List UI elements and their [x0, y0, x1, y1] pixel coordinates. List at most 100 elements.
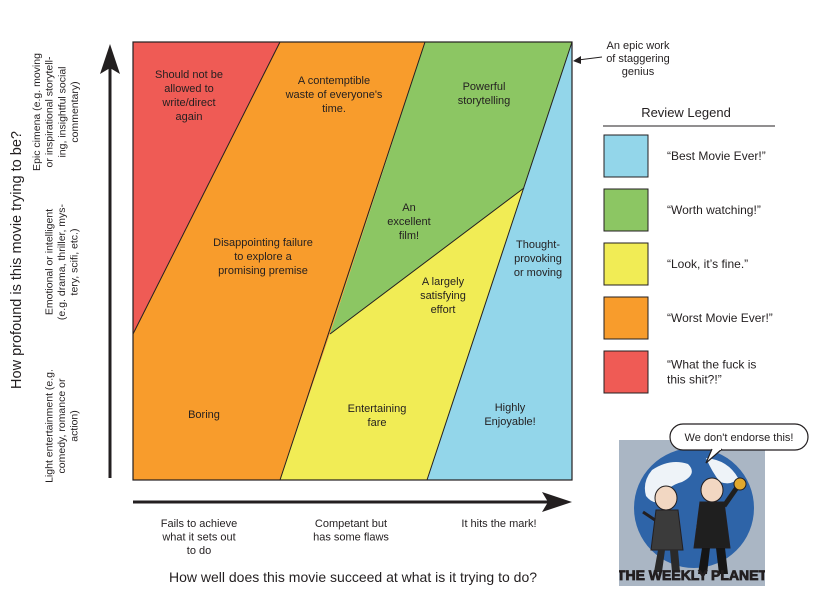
text-line: An epic work: [607, 40, 670, 52]
logo-name: THE WEEKLY PLANET: [617, 567, 768, 583]
region-orange: [133, 42, 425, 480]
text-line: allowed to: [164, 83, 214, 95]
y-axis: [100, 44, 120, 478]
region-label-yellow-low: Entertaining fare: [348, 403, 407, 429]
legend-label-line: “Worst Movie Ever!”: [667, 311, 773, 325]
text-line: has some flaws: [313, 532, 389, 544]
region-label-blue-mid: Thought-provoking or moving: [514, 239, 562, 279]
x-axis-title: How well does this movie succeed at what…: [169, 569, 537, 585]
region-label-green-top: Powerful storytelling: [458, 81, 511, 107]
text-line: Competant but: [315, 518, 387, 530]
text-line: Thought-: [516, 239, 560, 251]
text-line: effort: [431, 304, 456, 316]
corner-note-arrow: [577, 56, 603, 61]
text-line: Should not be: [155, 69, 223, 81]
text-line: ing, insightful social: [56, 66, 68, 157]
legend: Review Legend “Best Movie Ever!” “Worth w…: [603, 105, 775, 394]
text-line: action): [69, 410, 81, 442]
x-level-competent: Competant but has some flaws: [313, 518, 389, 544]
legend-label: “Worst Movie Ever!”: [667, 311, 773, 325]
text-line: provoking: [514, 253, 562, 265]
text-line: tery, scifi, etc.): [69, 229, 81, 296]
y-level-emotional: Emotional or intelligent(e.g. drama, thr…: [44, 203, 81, 320]
legend-swatch: [603, 242, 649, 286]
legend-swatch: [603, 188, 649, 232]
text-line: to do: [187, 545, 211, 557]
corner-note-arrowhead: [573, 56, 581, 64]
legend-label-line: “Best Movie Ever!”: [667, 149, 766, 163]
y-axis-title: How profound is this movie trying to be?: [9, 131, 25, 389]
speech-bubble: We don't endorse this!: [669, 423, 809, 464]
text-line: Highly: [495, 402, 526, 414]
text-line: Epic cimena (e.g. moving: [31, 53, 43, 171]
text-line: fare: [368, 417, 387, 429]
gauntlet-icon: [733, 477, 747, 491]
text-line: An: [402, 202, 415, 214]
text-line: It hits the mark!: [461, 518, 536, 530]
y-level-epic: Epic cimena (e.g. movingor inspirational…: [31, 53, 81, 171]
text-line: Boring: [188, 409, 220, 421]
text-line: storytelling: [458, 95, 511, 107]
legend-label: “What the fuck is this shit?!”: [667, 358, 756, 387]
text-line: or inspirational storytell-: [44, 56, 56, 167]
text-line: write/direct: [161, 97, 215, 109]
x-level-fails: Fails to achieve what it sets out to do: [161, 518, 237, 557]
legend-label-line: this shit?!”: [667, 373, 722, 387]
legend-swatch: [603, 296, 649, 340]
x-axis-arrowhead: [542, 492, 572, 512]
region-label-orange-mid: Disappointing failure to explore a promisi…: [213, 237, 313, 277]
text-line: commentary): [69, 81, 81, 142]
region-label-blue-low: Highly Enjoyable!: [484, 402, 535, 428]
text-line: of staggering: [606, 53, 670, 65]
character-left-icon: [642, 485, 684, 572]
legend-label-line: “Worth watching!”: [667, 203, 761, 217]
legend-title: Review Legend: [641, 105, 731, 120]
text-line: to explore a: [234, 251, 292, 263]
text-line: satisfying: [420, 290, 466, 302]
legend-label: “Look, it’s fine.”: [667, 257, 748, 271]
weekly-planet-logo: THE WEEKLY PLANET We don't endorse this!: [617, 423, 809, 586]
text-line: Enjoyable!: [484, 416, 535, 428]
text-line: Powerful: [463, 81, 506, 93]
text-line: what it sets out: [161, 532, 235, 544]
corner-note-text: An epic work of staggering genius: [606, 40, 670, 78]
text-line: comedy, romance or: [56, 378, 68, 473]
speech-bubble-text: We don't endorse this!: [685, 432, 794, 444]
region-green: [330, 42, 572, 334]
text-line: promising premise: [218, 265, 308, 277]
region-blue: [427, 42, 572, 480]
legend-swatch: [603, 350, 649, 394]
text-line: film!: [399, 230, 419, 242]
x-axis: [133, 492, 572, 512]
corner-note: An epic work of staggering genius: [573, 40, 670, 78]
y-axis-arrowhead: [100, 44, 120, 74]
legend-swatch: [603, 134, 649, 178]
text-line: or moving: [514, 267, 562, 279]
text-line: again: [176, 111, 203, 123]
text-line: waste of everyone's: [285, 89, 383, 101]
region-label-orange-low: Boring: [188, 409, 220, 421]
legend-label-line: “What the fuck is: [667, 358, 756, 372]
legend-label: “Worth watching!”: [667, 203, 761, 217]
text-line: genius: [622, 66, 655, 78]
character-right-icon: [693, 477, 747, 574]
region-label-red: Should not be allowed to write/direct again: [155, 69, 223, 123]
region-label-orange-top: A contemptible waste of everyone's time.: [285, 75, 383, 115]
text-line: A largely: [422, 276, 465, 288]
region-borders: [132, 41, 573, 481]
text-line: A contemptible: [298, 75, 370, 87]
legend-label: “Best Movie Ever!”: [667, 149, 766, 163]
text-line: excellent: [387, 216, 430, 228]
text-line: Emotional or intelligent: [44, 209, 56, 315]
text-line: Disappointing failure: [213, 237, 313, 249]
x-level-hits: It hits the mark!: [461, 518, 536, 530]
text-line: Light entertainment (e.g.: [44, 369, 56, 483]
text-line: Entertaining: [348, 403, 407, 415]
text-line: time.: [322, 103, 346, 115]
text-line: Fails to achieve: [161, 518, 237, 530]
region-label-green-mid: An excellent film!: [387, 202, 430, 242]
region-label-yellow-mid: A largely satisfying effort: [420, 276, 466, 316]
legend-label-line: “Look, it’s fine.”: [667, 257, 748, 271]
text-line: (e.g. drama, thriller, mys-: [56, 203, 68, 320]
